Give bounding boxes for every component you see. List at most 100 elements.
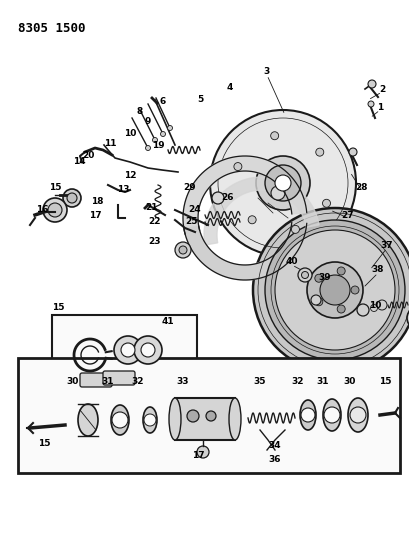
Text: 28: 28 (355, 183, 367, 192)
Text: 30: 30 (67, 377, 79, 386)
Circle shape (314, 274, 322, 282)
Circle shape (323, 407, 339, 423)
Circle shape (314, 298, 322, 306)
Circle shape (255, 156, 309, 210)
Circle shape (274, 230, 394, 350)
Circle shape (376, 300, 386, 310)
Circle shape (270, 132, 278, 140)
Text: 16: 16 (36, 206, 48, 214)
Text: 3: 3 (263, 68, 270, 77)
Circle shape (233, 163, 241, 171)
Text: 25: 25 (185, 217, 198, 227)
Text: 15: 15 (378, 377, 390, 386)
Polygon shape (182, 156, 306, 234)
Circle shape (63, 189, 81, 207)
Text: 18: 18 (90, 198, 103, 206)
Text: 15: 15 (49, 183, 61, 192)
Circle shape (167, 125, 172, 131)
Text: 17: 17 (88, 211, 101, 220)
Circle shape (175, 242, 191, 258)
Text: 10: 10 (368, 301, 380, 310)
Text: 20: 20 (82, 150, 94, 159)
Text: 30: 30 (343, 377, 355, 386)
Text: 38: 38 (371, 265, 383, 274)
Ellipse shape (347, 398, 367, 432)
Text: 8: 8 (137, 107, 143, 116)
Circle shape (252, 208, 409, 372)
Circle shape (144, 414, 155, 426)
Circle shape (48, 203, 62, 217)
Circle shape (121, 343, 135, 357)
Text: 17: 17 (191, 450, 204, 459)
Text: 11: 11 (103, 140, 116, 149)
Ellipse shape (229, 398, 240, 440)
Text: 32: 32 (291, 377, 303, 386)
Bar (175, 398, 234, 440)
Circle shape (43, 198, 67, 222)
Circle shape (306, 262, 362, 318)
Bar (18, 358, 399, 473)
Circle shape (322, 199, 330, 207)
Circle shape (336, 305, 344, 313)
Text: 4: 4 (226, 83, 233, 92)
Text: 14: 14 (72, 157, 85, 166)
Circle shape (264, 165, 300, 201)
Circle shape (152, 138, 157, 142)
Text: 24: 24 (188, 206, 201, 214)
Circle shape (319, 275, 349, 305)
Circle shape (141, 343, 155, 357)
Circle shape (179, 246, 187, 254)
Circle shape (310, 295, 320, 305)
Text: 27: 27 (341, 211, 353, 220)
Circle shape (356, 304, 368, 316)
Circle shape (67, 193, 77, 203)
Text: 36: 36 (268, 456, 281, 464)
Text: 8305 1500: 8305 1500 (18, 22, 85, 35)
Circle shape (300, 408, 314, 422)
Circle shape (336, 267, 344, 275)
Text: 9: 9 (144, 117, 151, 126)
Text: 19: 19 (151, 141, 164, 149)
Text: 15: 15 (38, 439, 50, 448)
Circle shape (367, 80, 375, 88)
Circle shape (205, 411, 216, 421)
Circle shape (196, 446, 209, 458)
Ellipse shape (406, 303, 409, 333)
Text: 26: 26 (221, 193, 234, 203)
Text: 13: 13 (117, 185, 129, 195)
Circle shape (114, 336, 142, 364)
Text: 23: 23 (148, 238, 161, 246)
Ellipse shape (169, 398, 180, 440)
Ellipse shape (299, 400, 315, 430)
Text: 21: 21 (145, 204, 158, 213)
Circle shape (247, 216, 256, 224)
Text: 5: 5 (196, 95, 202, 104)
Ellipse shape (322, 399, 340, 431)
Text: 2: 2 (378, 85, 384, 93)
Text: 34: 34 (268, 440, 281, 449)
Circle shape (301, 271, 308, 279)
FancyBboxPatch shape (103, 371, 135, 385)
Circle shape (134, 336, 162, 364)
Circle shape (291, 225, 299, 233)
Circle shape (160, 132, 165, 136)
Circle shape (211, 192, 223, 204)
Circle shape (270, 186, 284, 200)
Text: 32: 32 (131, 377, 144, 386)
Circle shape (348, 148, 356, 156)
Circle shape (187, 410, 198, 422)
Polygon shape (184, 222, 306, 280)
Text: 12: 12 (124, 171, 136, 180)
Text: 37: 37 (380, 240, 392, 249)
Text: 1: 1 (376, 102, 382, 111)
Text: 40: 40 (285, 257, 297, 266)
Text: 6: 6 (160, 98, 166, 107)
Ellipse shape (111, 405, 129, 435)
Circle shape (349, 407, 365, 423)
Circle shape (264, 220, 404, 360)
Bar (52, 315, 196, 395)
Text: 10: 10 (124, 128, 136, 138)
Circle shape (145, 146, 150, 150)
Circle shape (367, 101, 373, 107)
Circle shape (112, 412, 128, 428)
